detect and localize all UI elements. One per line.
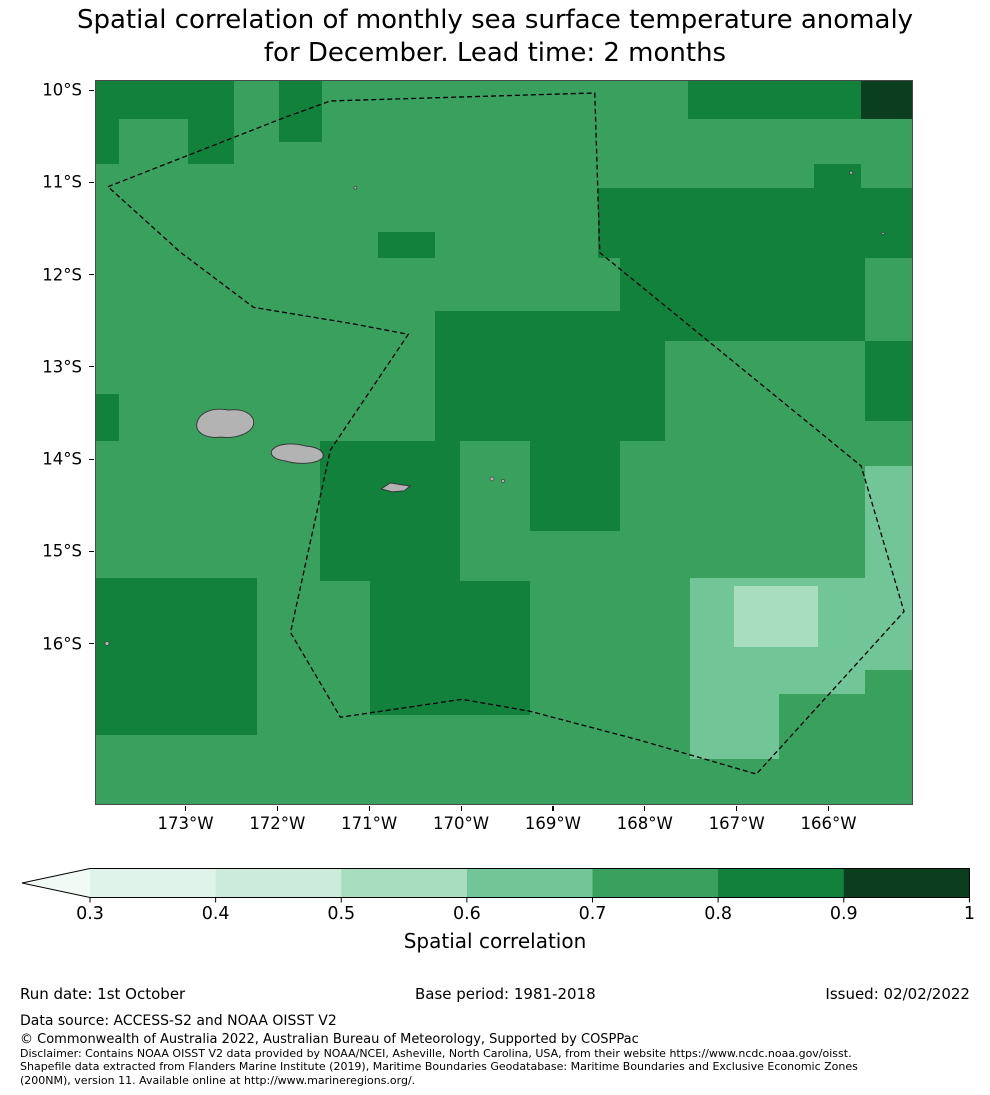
colorbar-outline: [21, 868, 970, 898]
lon-tick: [368, 806, 370, 811]
map-plot: [95, 80, 913, 805]
run-date: Run date: 1st October: [20, 985, 186, 1003]
islet-northeast-1-island: [849, 170, 853, 175]
lat-tick-label: 11°S: [42, 172, 82, 192]
figure-title-line1: Spatial correlation of monthly sea surfa…: [76, 5, 914, 35]
map-cell: [687, 81, 862, 119]
colorbar-segment: [718, 868, 845, 898]
colorbar-tick-label: 0.5: [327, 904, 356, 924]
map-cell: [96, 118, 119, 164]
colorbar-tick-label: 0.4: [201, 904, 230, 924]
lat-tick: [89, 550, 94, 552]
colorbar-gradient: [21, 868, 970, 903]
lon-tick-label: 167°W: [708, 814, 765, 833]
latitude-axis: 10°S 11°S 12°S 13°S 14°S 15°S 16°S: [0, 80, 95, 805]
lat-tick: [89, 181, 94, 183]
lat-tick-label: 12°S: [42, 265, 82, 284]
lon-tick: [827, 806, 830, 811]
lon-tick-label: 166°W: [800, 814, 857, 833]
islet-northeast-2-island: [881, 232, 885, 236]
colorbar-segment: [215, 868, 342, 898]
map-cell: [865, 530, 912, 671]
map-cell: [320, 440, 461, 581]
map-cell: [278, 81, 323, 142]
map-cell: [435, 311, 665, 441]
lat-tick-label: 13°S: [42, 357, 82, 377]
colorbar-segment: [843, 868, 970, 898]
map-cell: [865, 341, 912, 421]
footer-meta-row: Run date: 1st October Base period: 1981-…: [20, 985, 970, 1003]
colorbar-segment: [466, 868, 594, 898]
lat-tick-label: 15°S: [42, 541, 82, 561]
colorbar-segment: [90, 868, 217, 898]
map-cell: [187, 118, 234, 164]
map-raster: [96, 81, 912, 804]
lon-tick: [736, 806, 738, 811]
map-overlay: [104, 92, 905, 775]
colorbar-segment: [592, 868, 719, 898]
lon-tick-label: 169°W: [524, 814, 581, 833]
tutuila-island: [380, 482, 412, 493]
colorbar-tick-label: 0.7: [578, 904, 607, 924]
copyright-line: © Commonwealth of Australia 2022, Austra…: [20, 1032, 639, 1047]
colorbar-segment: [341, 868, 468, 898]
map-cell: [96, 81, 234, 119]
colorbar: [20, 868, 970, 904]
lon-tick: [644, 806, 646, 811]
map-cell: [96, 577, 257, 736]
disclaimer-line: Disclaimer: Contains NOAA OISST V2 data …: [20, 1047, 852, 1060]
lat-tick-label: 14°S: [42, 449, 82, 469]
lat-tick-label: 10°S: [42, 80, 82, 100]
map-cell: [96, 394, 119, 441]
lat-tick: [89, 366, 94, 368]
upolu-island: [270, 443, 324, 464]
map-cell: [814, 163, 862, 188]
disclaimer-block: Disclaimer: Contains NOAA OISST V2 data …: [20, 1047, 858, 1087]
lon-tick-label: 168°W: [616, 814, 673, 833]
base-period: Base period: 1981-2018: [414, 985, 596, 1003]
lon-tick-label: 172°W: [249, 814, 306, 833]
islet-west-island: [104, 641, 110, 646]
lat-tick: [89, 458, 94, 460]
manua-east-2-island: [501, 478, 505, 483]
savaii-island: [196, 408, 255, 438]
lat-tick-label: 16°S: [42, 634, 82, 653]
colorbar-title: Spatial correlation: [403, 929, 587, 953]
lon-tick-label: 171°W: [341, 814, 398, 833]
lon-tick-label: 170°W: [433, 814, 490, 833]
issued-date: Issued: 02/02/2022: [825, 985, 970, 1003]
map-cell: [865, 465, 912, 531]
colorbar-tick-label: 1: [963, 904, 975, 924]
figure-title-line2: for December. Lead time: 2 months: [263, 38, 727, 69]
colorbar-tick-label: 0.3: [76, 904, 104, 924]
lon-tick: [185, 806, 187, 811]
manua-east-1-island: [489, 476, 495, 482]
disclaimer-line: Shapefile data extracted from Flanders M…: [20, 1060, 858, 1074]
colorbar-tick-label: 0.8: [704, 904, 733, 924]
map-cell: [689, 694, 780, 760]
data-source: Data source: ACCESS-S2 and NOAA OISST V2: [20, 1013, 337, 1029]
colorbar-ticks: 0.3 0.4 0.5 0.6 0.7 0.8 0.9 1: [0, 904, 990, 928]
map-cell: [861, 81, 912, 119]
lon-tick: [552, 806, 554, 811]
lon-tick: [276, 806, 279, 811]
map-cell: [378, 231, 436, 258]
figure-title: Spatial correlation of monthly sea surfa…: [0, 4, 990, 71]
colorbar-tick-label: 0.9: [829, 904, 858, 924]
lon-tick: [460, 806, 462, 811]
lat-tick: [89, 89, 94, 91]
lon-tick-label: 173°W: [157, 814, 214, 833]
longitude-axis: 173°W 172°W 171°W 170°W 169°W 168°W 167°W 166°W: [95, 806, 913, 840]
lat-tick: [89, 274, 94, 276]
lat-tick: [89, 643, 94, 645]
eez-boundary: [106, 92, 905, 775]
disclaimer-line: (200NM), version 11. Available online at…: [20, 1073, 416, 1087]
map-cell: [370, 580, 530, 716]
map-cell: [529, 440, 620, 531]
swains-island: [353, 185, 358, 190]
map-cell: [597, 187, 912, 258]
colorbar-under-arrow: [22, 868, 90, 898]
map-cell: [734, 585, 819, 648]
colorbar-tick-label: 0.6: [452, 904, 481, 924]
